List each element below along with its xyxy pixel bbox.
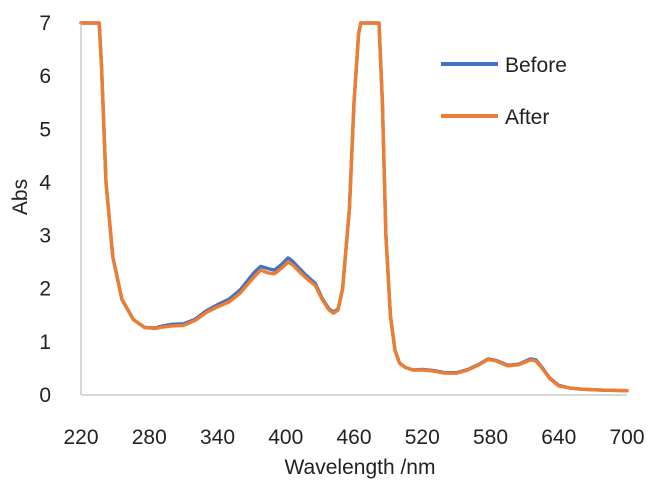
x-tick-label: 700 [609, 426, 644, 449]
x-tick-label: 460 [336, 426, 371, 449]
axes [80, 23, 627, 396]
legend: Before After [441, 54, 567, 129]
x-tick-label: 640 [541, 426, 576, 449]
x-tick-label: 400 [268, 426, 303, 449]
series-layer [79, 21, 629, 393]
x-tick-label: 220 [63, 426, 98, 449]
y-tick-label: 3 [39, 225, 51, 248]
y-tick-label: 5 [39, 118, 51, 141]
y-axis-title: Abs [9, 179, 32, 215]
legend-label-after: After [505, 106, 549, 129]
y-tick-label: 1 [39, 331, 51, 354]
y-tick-label: 6 [39, 65, 51, 88]
x-tick-label: 340 [200, 426, 235, 449]
x-axis-title: Wavelength /nm [285, 456, 436, 479]
series-line-after [79, 21, 629, 393]
x-tick-label: 520 [405, 426, 440, 449]
y-tick-label: 0 [39, 384, 51, 407]
y-tick-labels: 0 1 2 3 4 5 6 7 [39, 12, 51, 407]
legend-label-before: Before [505, 54, 567, 77]
y-tick-label: 7 [39, 12, 51, 35]
y-tick-label: 4 [39, 171, 51, 194]
x-tick-label: 280 [132, 426, 167, 449]
x-tick-labels: 220 280 340 400 460 520 580 640 700 [63, 426, 644, 449]
x-tick-label: 580 [473, 426, 508, 449]
y-tick-label: 2 [39, 278, 51, 301]
